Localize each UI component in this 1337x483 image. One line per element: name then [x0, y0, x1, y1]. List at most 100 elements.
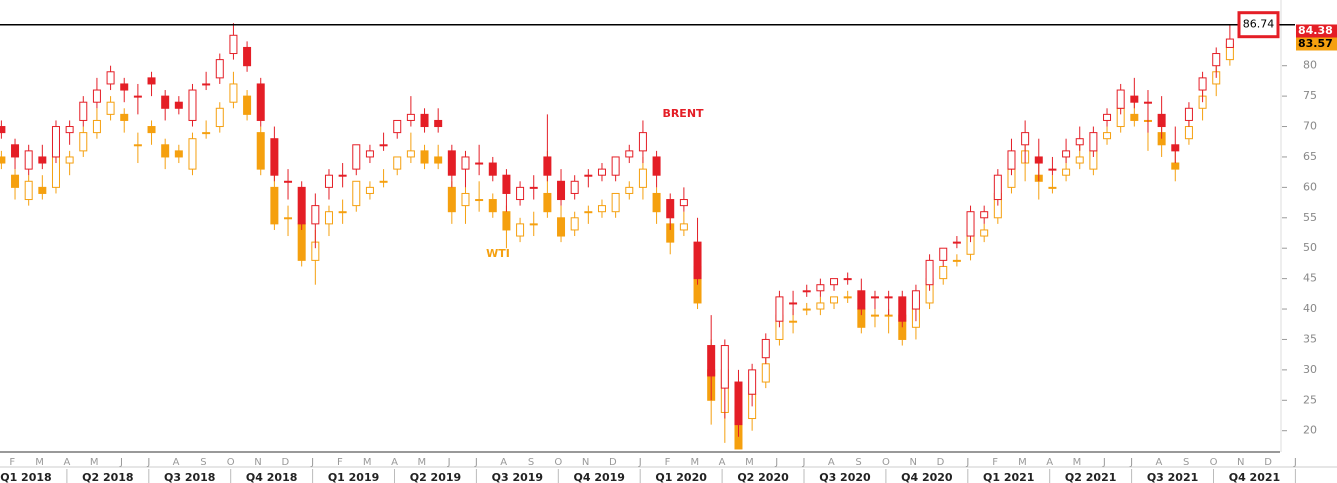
month-label: A	[173, 457, 180, 468]
candle-body	[447, 186, 456, 213]
y-tick-label: 50	[1303, 241, 1317, 254]
month-label: J	[1293, 457, 1297, 468]
y-tick-label: 25	[1303, 393, 1317, 406]
candle-body	[1075, 156, 1084, 164]
candle-body	[161, 95, 170, 109]
y-tick-label: 20	[1303, 424, 1317, 437]
candle-body	[870, 314, 879, 317]
candle-body	[1143, 101, 1152, 104]
candle-body	[898, 296, 907, 322]
candle-body	[38, 186, 47, 194]
candle-body	[324, 174, 333, 188]
month-label: F	[337, 457, 343, 468]
month-label: S	[1183, 457, 1189, 468]
month-label: J	[310, 457, 314, 468]
quarter-label: Q4 2019	[574, 471, 625, 483]
candle-body	[133, 95, 142, 98]
candle-body	[393, 156, 402, 170]
month-label: J	[802, 457, 806, 468]
candle-body	[679, 199, 688, 207]
candle-body	[720, 345, 729, 389]
candle-body	[707, 345, 716, 377]
month-label: F	[665, 457, 671, 468]
candle-body	[488, 199, 497, 213]
candle-body	[270, 138, 279, 176]
candle-body	[611, 156, 620, 176]
candle-body	[461, 192, 470, 207]
candle-body	[488, 162, 497, 176]
candle-body	[92, 89, 101, 103]
candle-body	[1130, 113, 1139, 121]
month-label: M	[1073, 457, 1082, 468]
month-label: O	[882, 457, 890, 468]
candle-body	[980, 229, 989, 237]
candle-body	[365, 186, 374, 194]
month-label: A	[828, 457, 835, 468]
candle-body	[802, 308, 811, 311]
y-tick-label: 35	[1303, 332, 1317, 345]
candle-body	[38, 156, 47, 164]
candle-body	[65, 156, 74, 164]
candle-body	[297, 186, 306, 225]
y-tick-label: 40	[1303, 302, 1317, 315]
candle-body	[379, 144, 388, 147]
quarter-label: Q4 2021	[1229, 471, 1280, 483]
month-label: N	[254, 457, 261, 468]
month-label: M	[35, 457, 44, 468]
candle-body	[434, 119, 443, 128]
last-price-label: 84.38	[1298, 24, 1333, 37]
last-price-tag	[1296, 24, 1337, 38]
y-tick-label: 70	[1303, 120, 1317, 133]
candle-body	[1103, 132, 1112, 140]
candle-body	[584, 174, 593, 177]
candle-body	[338, 211, 347, 214]
candle-body	[775, 296, 784, 322]
candle-body	[1184, 107, 1193, 121]
candle-body	[0, 156, 6, 164]
candle-body	[475, 162, 484, 165]
candle-body	[1062, 150, 1071, 158]
last-price-tag	[1296, 37, 1337, 51]
candle-body	[666, 199, 675, 219]
candle-body	[1089, 132, 1098, 152]
candle-body	[830, 296, 839, 304]
candle-body	[475, 199, 484, 202]
candle-body	[229, 83, 238, 103]
month-label: M	[417, 457, 426, 468]
candle-body	[147, 77, 156, 85]
candle-body	[284, 217, 293, 220]
candle-body	[939, 265, 948, 280]
candle-body	[802, 290, 811, 293]
candle-body	[843, 278, 852, 281]
high-label: 86.74	[1243, 18, 1275, 31]
month-label: J	[1129, 457, 1133, 468]
month-label: S	[528, 457, 534, 468]
candle-body	[1048, 186, 1057, 189]
candle-body	[638, 168, 647, 188]
candle-body	[229, 34, 238, 55]
candle-body	[952, 259, 961, 262]
y-tick-label: 45	[1303, 272, 1317, 285]
month-label: M	[1018, 457, 1027, 468]
candle-body	[830, 278, 839, 286]
month-label: J	[119, 457, 123, 468]
candle-body	[748, 369, 757, 395]
candle-body	[393, 119, 402, 134]
month-label: S	[200, 457, 206, 468]
month-label: J	[638, 457, 642, 468]
candle-body	[789, 302, 798, 305]
candle-body	[789, 320, 798, 323]
candle-body	[461, 156, 470, 170]
candle-body	[993, 174, 1002, 201]
month-label: A	[63, 457, 70, 468]
y-tick-label: 75	[1303, 89, 1317, 102]
quarter-label: Q4 2020	[901, 471, 953, 483]
y-tick-label: 55	[1303, 211, 1317, 224]
candle-body	[543, 192, 552, 213]
quarter-label: Q1 2020	[655, 471, 707, 483]
candle-body	[611, 192, 620, 213]
month-label: O	[227, 457, 235, 468]
candle-body	[761, 363, 770, 383]
quarter-label: Q4 2018	[246, 471, 297, 483]
candle-body	[652, 192, 661, 213]
